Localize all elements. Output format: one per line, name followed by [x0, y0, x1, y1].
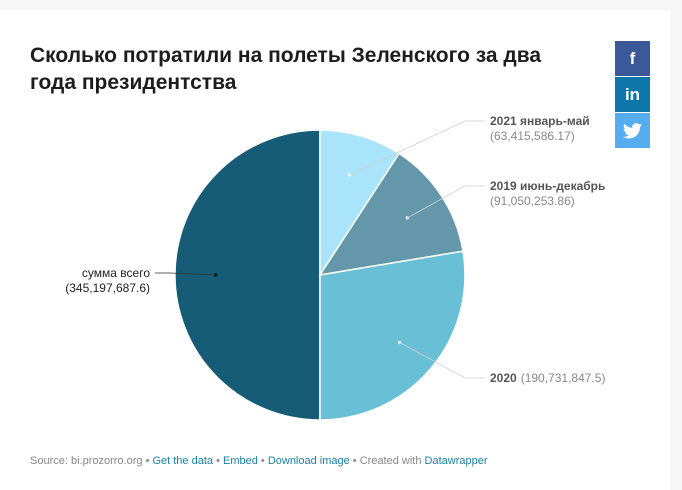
chart-footer: Source: bi.prozorro.org • Get the data •… [30, 455, 488, 467]
slice-value: (345,197,687.6) [65, 281, 150, 295]
slice-label-2019-июнь-декабрь: 2019 июнь-декабрь (91,050,253.86) [490, 179, 605, 208]
slice-name: 2021 январь-май [490, 114, 590, 128]
leader-line [399, 342, 485, 379]
separator: • [257, 455, 268, 467]
separator: • [349, 455, 360, 467]
linkedin-share-button[interactable]: in [615, 77, 650, 112]
download-image-link[interactable]: Download image [267, 455, 350, 467]
social-share-bar: f in [615, 41, 650, 149]
slice-value: (63,415,586.17) [490, 129, 575, 143]
pie-slice-2019-июнь-декабрь[interactable] [318, 152, 464, 277]
embed-link[interactable]: Embed [222, 455, 258, 467]
linkedin-icon: in [624, 84, 641, 104]
slice-name: 2019 июнь-декабрь [490, 179, 605, 193]
pie-slice-сумма-всего[interactable] [174, 129, 321, 421]
leader-line [155, 272, 216, 276]
slice-name: 2020 [490, 371, 517, 385]
slice-name: сумма всего [82, 266, 150, 280]
datawrapper-link[interactable]: Datawrapper [424, 455, 488, 467]
slice-label-2020: 2020 (190,731,847.5) [490, 371, 605, 385]
separator: • [142, 455, 153, 467]
source-text: Source: bi.prozorro.org [30, 455, 143, 467]
get-data-link[interactable]: Get the data [152, 455, 214, 467]
facebook-icon: f [629, 48, 636, 68]
slice-value: (91,050,253.86) [490, 194, 575, 208]
created-with-text: Created with [359, 455, 422, 467]
pie-slice-2020[interactable] [319, 250, 466, 421]
separator: • [213, 455, 223, 467]
slice-label-сумма-всего: сумма всего (345,197,687.6) [65, 266, 150, 295]
chart-title: Сколько потратили на полеты Зеленского з… [30, 44, 542, 94]
twitter-icon [623, 122, 642, 139]
twitter-share-button[interactable] [615, 113, 650, 148]
leader-line [349, 120, 485, 176]
leader-line [407, 185, 485, 219]
slice-value: (190,731,847.5) [521, 371, 606, 385]
slice-label-2021-январь-май: 2021 январь-май (63,415,586.17) [490, 114, 590, 143]
facebook-share-button[interactable]: f [615, 41, 650, 76]
